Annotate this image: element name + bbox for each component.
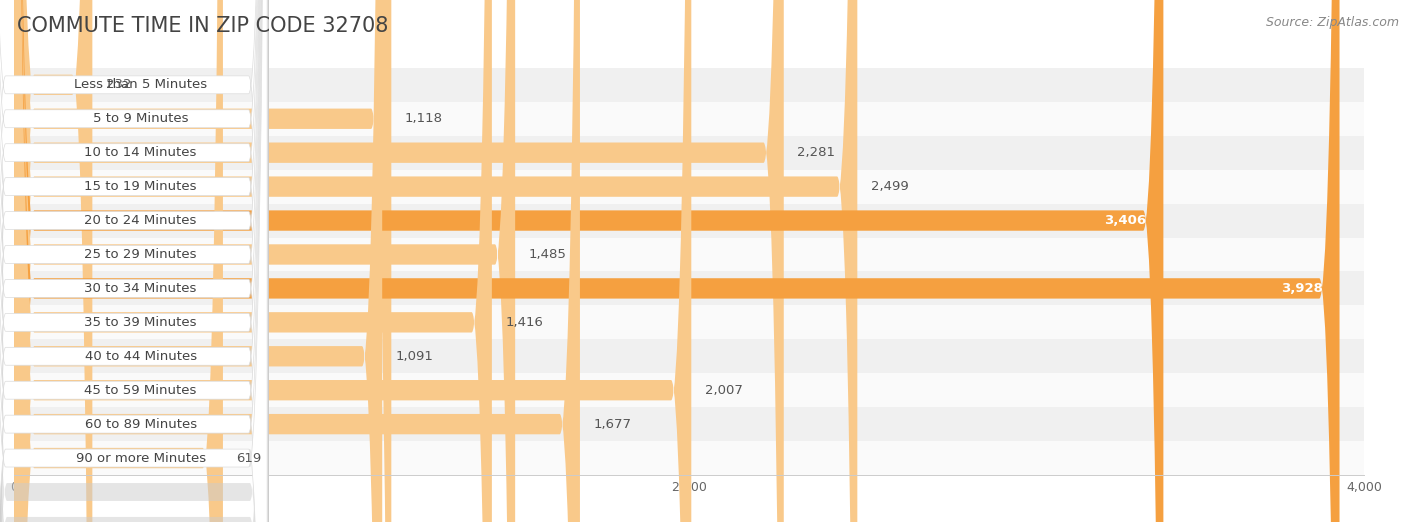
Text: 25 to 29 Minutes: 25 to 29 Minutes [84,248,197,261]
Text: 1,118: 1,118 [405,112,443,125]
FancyBboxPatch shape [14,0,515,522]
Text: 3,406: 3,406 [1104,214,1146,227]
Bar [14,204,1364,238]
Text: 3,928: 3,928 [1281,282,1323,295]
FancyBboxPatch shape [14,0,224,522]
FancyBboxPatch shape [0,0,269,522]
Text: 619: 619 [236,452,262,465]
Bar [14,441,1364,475]
FancyBboxPatch shape [0,0,269,522]
Bar [14,170,1364,204]
Text: 232: 232 [105,78,131,91]
Bar [14,339,1364,373]
Text: 40 to 44 Minutes: 40 to 44 Minutes [84,350,197,363]
Text: 1,677: 1,677 [593,418,631,431]
Text: 5 to 9 Minutes: 5 to 9 Minutes [93,112,188,125]
Bar [14,68,1364,102]
FancyBboxPatch shape [14,0,492,522]
Text: 2,281: 2,281 [797,146,835,159]
FancyBboxPatch shape [14,0,783,522]
FancyBboxPatch shape [0,0,269,522]
Bar [14,373,1364,407]
FancyBboxPatch shape [0,0,269,522]
FancyBboxPatch shape [0,0,267,522]
Text: 1,485: 1,485 [529,248,567,261]
FancyBboxPatch shape [14,0,391,522]
Bar [14,271,1364,305]
FancyBboxPatch shape [0,0,269,522]
Text: 20 to 24 Minutes: 20 to 24 Minutes [84,214,197,227]
FancyBboxPatch shape [0,0,267,522]
Bar [14,305,1364,339]
FancyBboxPatch shape [0,0,267,522]
Bar [14,407,1364,441]
Text: 2,007: 2,007 [704,384,742,397]
FancyBboxPatch shape [0,0,267,522]
FancyBboxPatch shape [0,0,267,522]
FancyBboxPatch shape [0,0,267,522]
Bar [14,238,1364,271]
Text: 45 to 59 Minutes: 45 to 59 Minutes [84,384,197,397]
FancyBboxPatch shape [0,0,269,522]
Text: 15 to 19 Minutes: 15 to 19 Minutes [84,180,197,193]
Bar [14,136,1364,170]
FancyBboxPatch shape [0,0,267,522]
Text: 10 to 14 Minutes: 10 to 14 Minutes [84,146,197,159]
FancyBboxPatch shape [0,0,269,522]
FancyBboxPatch shape [0,0,267,522]
FancyBboxPatch shape [14,0,1340,522]
FancyBboxPatch shape [0,0,269,522]
Text: Less than 5 Minutes: Less than 5 Minutes [75,78,207,91]
FancyBboxPatch shape [14,0,382,522]
FancyBboxPatch shape [0,0,269,522]
Text: 35 to 39 Minutes: 35 to 39 Minutes [84,316,197,329]
Text: Source: ZipAtlas.com: Source: ZipAtlas.com [1265,16,1399,29]
Text: 30 to 34 Minutes: 30 to 34 Minutes [84,282,197,295]
FancyBboxPatch shape [14,0,93,522]
Text: 90 or more Minutes: 90 or more Minutes [76,452,205,465]
FancyBboxPatch shape [0,0,269,522]
Text: 1,416: 1,416 [505,316,543,329]
FancyBboxPatch shape [0,0,267,522]
FancyBboxPatch shape [14,0,1163,522]
FancyBboxPatch shape [0,0,267,522]
Text: 2,499: 2,499 [870,180,908,193]
Text: 1,091: 1,091 [395,350,433,363]
Bar [14,102,1364,136]
FancyBboxPatch shape [0,0,269,522]
Text: COMMUTE TIME IN ZIP CODE 32708: COMMUTE TIME IN ZIP CODE 32708 [17,16,388,35]
FancyBboxPatch shape [0,0,267,522]
FancyBboxPatch shape [14,0,692,522]
FancyBboxPatch shape [14,0,858,522]
FancyBboxPatch shape [0,0,267,522]
FancyBboxPatch shape [14,0,579,522]
Text: 60 to 89 Minutes: 60 to 89 Minutes [84,418,197,431]
FancyBboxPatch shape [0,0,269,522]
